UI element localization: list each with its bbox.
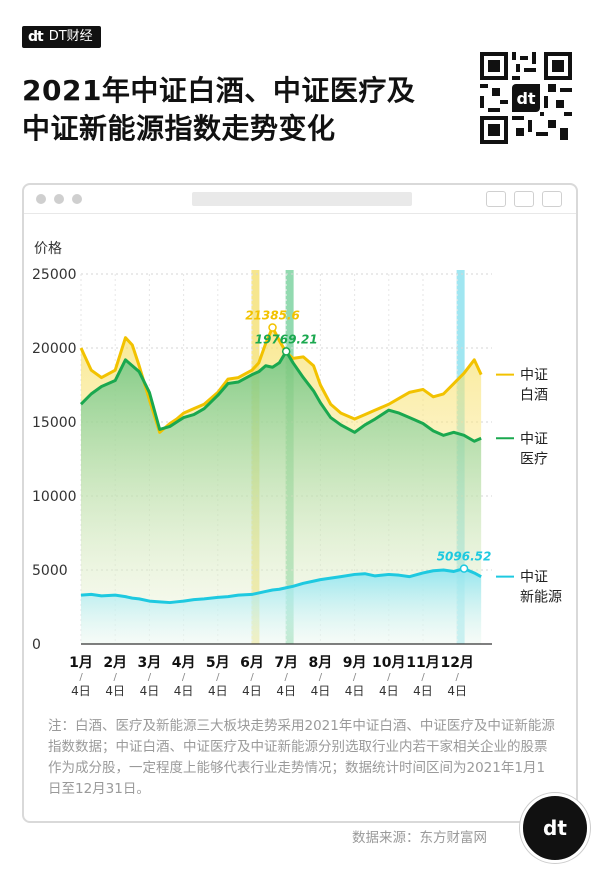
brand-badge: dt DT财经 bbox=[22, 26, 101, 48]
page-title: 2021年中证白酒、中证医疗及中证新能源指数走势变化 bbox=[22, 74, 416, 145]
minimize-dot-icon bbox=[54, 194, 64, 204]
window-toolbar bbox=[24, 185, 576, 214]
data-source: 数据来源：东方财富网 bbox=[352, 830, 487, 846]
qr-code-icon: dt bbox=[480, 52, 572, 144]
brand-logo-icon: dt bbox=[28, 29, 44, 45]
brand-name: DT财经 bbox=[48, 29, 93, 44]
bookmark-icon bbox=[486, 191, 506, 207]
maximize-dot-icon bbox=[72, 194, 82, 204]
svg-text:dt: dt bbox=[516, 89, 535, 108]
corner-logo-icon: dt bbox=[520, 793, 590, 863]
share-icon bbox=[514, 191, 534, 207]
footnote: 注：白酒、医疗及新能源三大板块走势采用2021年中证白酒、中证医疗及中证新能源指… bbox=[48, 718, 555, 797]
address-bar bbox=[192, 192, 412, 206]
link-icon bbox=[542, 191, 562, 207]
close-dot-icon bbox=[36, 194, 46, 204]
